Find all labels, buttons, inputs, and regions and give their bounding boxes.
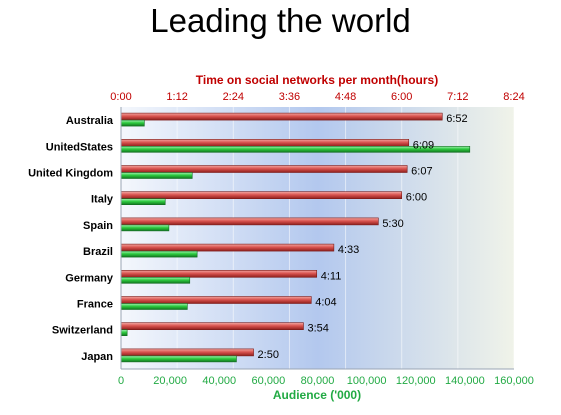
bottom-tick-label: 160,000: [494, 375, 534, 387]
time-bar: [120, 112, 443, 121]
top-tick-label: 6:00: [391, 91, 412, 103]
time-bar: [120, 269, 318, 278]
time-bar: [120, 165, 408, 173]
category-label: Brazil: [83, 246, 113, 258]
time-data-label: 6:09: [413, 139, 434, 151]
audience-bar: [120, 303, 188, 310]
time-bar: [120, 296, 312, 304]
category-label: Germany: [65, 272, 114, 284]
category-label: Australia: [66, 115, 114, 127]
time-data-label: 4:33: [338, 244, 359, 256]
bottom-tick-label: 60,000: [252, 375, 286, 387]
category-label: United Kingdom: [28, 168, 113, 180]
slide-title: Leading the world: [150, 2, 411, 39]
time-bar: [120, 139, 410, 147]
labels: 0:00 1:12 2:24 3:36 4:48 6:00 7:12 8:24 0 20,000 4…: [28, 91, 534, 387]
bottom-tick-label: 20,000: [153, 375, 187, 387]
top-tick-label: 7:12: [447, 91, 468, 103]
bottom-tick-label: 100,000: [347, 375, 387, 387]
audience-bar: [120, 329, 128, 337]
category-label: Switzerland: [52, 325, 113, 337]
time-bar: [120, 217, 379, 226]
category-label: France: [77, 299, 113, 311]
audience-bar: [120, 172, 193, 179]
audience-bar: [120, 276, 191, 284]
time-data-label: 5:30: [382, 218, 403, 230]
category-label: Japan: [81, 351, 113, 363]
time-data-label: 3:54: [307, 323, 328, 335]
top-tick-label: 0:00: [110, 91, 131, 103]
bottom-axis-title: Audience ('000): [273, 388, 361, 402]
time-data-label: 6:07: [411, 166, 432, 178]
bottom-tick-label: 140,000: [445, 375, 485, 387]
time-data-label: 6:00: [406, 192, 427, 204]
time-bar: [120, 322, 304, 331]
audience-bar: [120, 198, 166, 205]
audience-bar: [120, 250, 198, 258]
audience-bar: [120, 224, 170, 232]
bottom-tick-label: 120,000: [396, 375, 436, 387]
time-bar: [120, 243, 335, 252]
top-tick-label: 8:24: [503, 91, 524, 103]
bottom-tick-label: 0: [118, 375, 124, 387]
category-label: Italy: [91, 194, 114, 206]
top-tick-label: 2:24: [223, 91, 244, 103]
bottom-tick-label: 80,000: [301, 375, 335, 387]
top-tick-label: 4:48: [335, 91, 356, 103]
audience-bar: [120, 355, 237, 363]
time-data-label: 4:11: [321, 270, 342, 282]
bottom-tick-label: 40,000: [202, 375, 236, 387]
time-bar: [120, 191, 403, 199]
time-bar: [120, 348, 254, 357]
top-tick-label: 3:36: [279, 91, 300, 103]
bars: [120, 112, 471, 363]
category-label: Spain: [83, 220, 113, 232]
category-label: UnitedStates: [46, 141, 113, 153]
top-axis-title: Time on social networks per month(hours): [196, 73, 438, 87]
top-tick-label: 1:12: [166, 91, 187, 103]
audience-bar: [120, 119, 145, 127]
time-data-label: 4:04: [315, 297, 336, 309]
time-data-label: 2:50: [258, 349, 279, 361]
time-data-label: 6:52: [446, 113, 467, 125]
